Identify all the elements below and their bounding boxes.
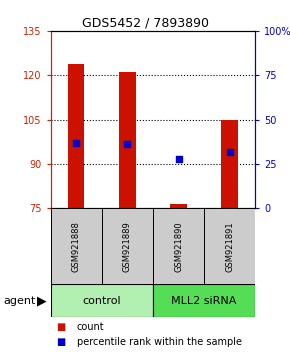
Point: [176, 156, 181, 161]
Text: GSM921889: GSM921889: [123, 221, 132, 272]
Bar: [204, 208, 255, 284]
Bar: [222, 120, 238, 208]
Point: [74, 140, 79, 145]
Text: GSM921890: GSM921890: [174, 221, 183, 272]
Bar: [68, 64, 84, 208]
Text: ■: ■: [57, 337, 66, 347]
Bar: [102, 208, 153, 284]
Text: ▶: ▶: [37, 294, 47, 307]
Point: [227, 149, 232, 154]
Point: [125, 142, 130, 147]
Text: agent: agent: [3, 296, 35, 306]
Text: percentile rank within the sample: percentile rank within the sample: [77, 337, 242, 347]
Bar: [170, 204, 187, 208]
Text: GSM921888: GSM921888: [72, 221, 81, 272]
Bar: [153, 208, 204, 284]
Text: GSM921891: GSM921891: [225, 221, 234, 272]
Text: ■: ■: [57, 322, 66, 332]
Text: control: control: [83, 296, 121, 306]
Text: MLL2 siRNA: MLL2 siRNA: [171, 296, 237, 306]
Bar: [153, 284, 255, 317]
Bar: [51, 284, 153, 317]
Bar: [119, 73, 136, 208]
Text: GDS5452 / 7893890: GDS5452 / 7893890: [81, 16, 209, 29]
Bar: [51, 208, 102, 284]
Text: count: count: [77, 322, 104, 332]
